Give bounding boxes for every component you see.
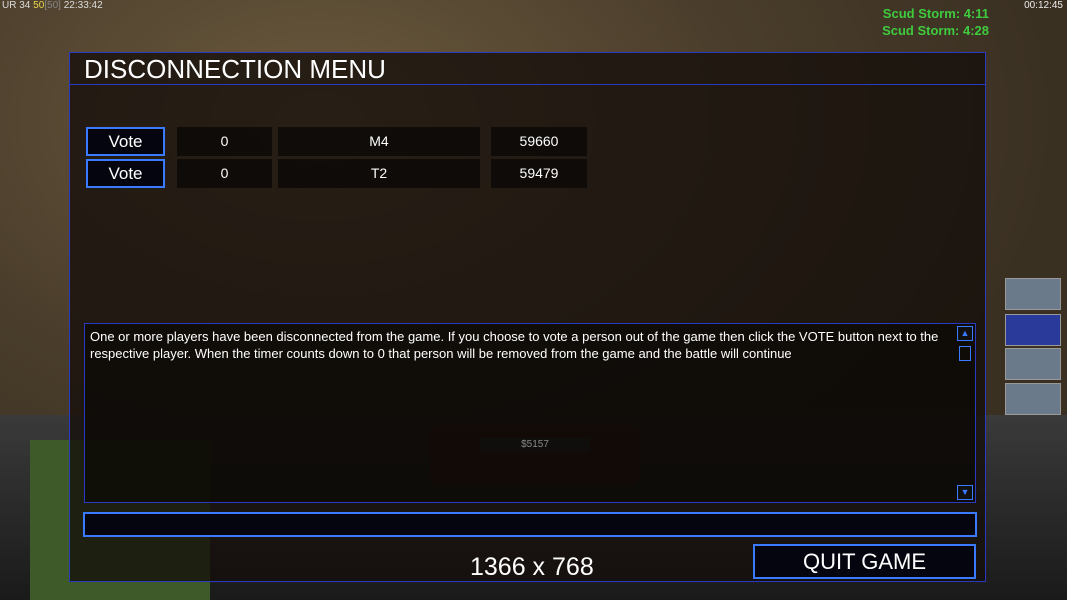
superweapon-timer: Scud Storm: 4:28 [882, 23, 989, 38]
superweapon-timer: Scud Storm: 4:11 [882, 6, 989, 21]
disconnection-menu: DISCONNECTION MENU Vote 0 M4 59660 Vote … [69, 52, 986, 582]
scroll-down-icon[interactable]: ▼ [957, 485, 973, 500]
scroll-up-icon[interactable]: ▲ [957, 326, 973, 341]
system-time: 22:33:42 [63, 0, 103, 11]
status-prefix: UR [2, 0, 17, 11]
sidebar-unit-button[interactable] [1005, 314, 1061, 346]
vote-count: 0 [177, 159, 272, 188]
network-status: UR 34 50[50] 22:33:42 [2, 0, 103, 11]
status-b: 50 [33, 0, 45, 11]
player-timer: 59479 [491, 159, 587, 188]
player-name: T2 [278, 159, 480, 188]
sidebar-unit-button[interactable] [1005, 278, 1061, 310]
sidebar-unit-button[interactable] [1005, 348, 1061, 380]
quit-game-button[interactable]: QUIT GAME [753, 544, 976, 579]
status-a: 34 [19, 0, 31, 11]
status-c: [50] [44, 0, 61, 11]
scrollbar[interactable]: ▲ ▼ [957, 326, 973, 500]
scroll-thumb[interactable] [959, 346, 971, 361]
vote-count: 0 [177, 127, 272, 156]
menu-title: DISCONNECTION MENU [70, 53, 985, 85]
message-text: One or more players have been disconnect… [90, 329, 939, 361]
sidebar-unit-button[interactable] [1005, 383, 1061, 415]
player-timer: 59660 [491, 127, 587, 156]
game-clock: 00:12:45 [1024, 0, 1063, 11]
resolution-label: 1366 x 768 [470, 553, 594, 581]
vote-button[interactable]: Vote [86, 159, 165, 188]
message-box: One or more players have been disconnect… [84, 323, 976, 503]
chat-input[interactable] [83, 512, 977, 537]
player-name: M4 [278, 127, 480, 156]
vote-button[interactable]: Vote [86, 127, 165, 156]
money-display: $5157 [480, 438, 590, 452]
